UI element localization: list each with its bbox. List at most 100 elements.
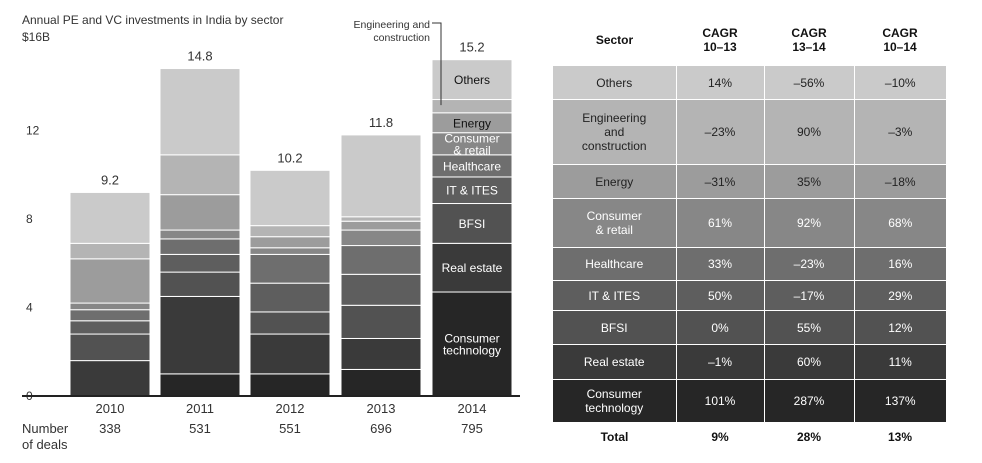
- deals-value-2010: 338: [99, 421, 121, 436]
- table-row: BFSI 0% 55% 12%: [553, 310, 946, 345]
- table-row: Healthcare 33% –23% 16%: [553, 247, 946, 281]
- bar-segment-2011-bfsi: [159, 271, 241, 297]
- cagr-cell: 55%: [764, 310, 855, 345]
- bar-total-2014: 15.2: [459, 40, 484, 55]
- bars: [69, 59, 513, 397]
- bar-segment-2013-consumer-technology: [340, 368, 422, 397]
- sector-cell: BFSI: [553, 310, 677, 345]
- bar-segment-2014-consumer-technology: [431, 291, 513, 397]
- sector-cell: Consumer technology: [553, 379, 677, 423]
- cagr-cell: 11%: [854, 344, 946, 380]
- cagr-cell: –17%: [764, 280, 855, 311]
- segment-label-consumer-and-retail: Consumer & retail: [444, 131, 499, 157]
- y-tick-label: 4: [26, 301, 33, 315]
- bar-segment-2011-consumer-technology: [159, 373, 241, 397]
- bar-total-labels: 9.2 14.8 10.2 11.8 15.2: [101, 40, 485, 188]
- deals-value-2014: 795: [461, 421, 483, 436]
- cagr-cell: 68%: [854, 198, 946, 248]
- bar-segment-2014-real-estate: [431, 242, 513, 293]
- bar-segment-2010-it-and-ites: [69, 320, 151, 335]
- number-of-deals-text: Number of deals: [22, 421, 69, 452]
- total-value-cell: 9%: [676, 422, 764, 450]
- cagr-table: Sector CAGR 10–13 CAGR 13–14 CAGR 10–14 Others…: [553, 14, 946, 450]
- table-total-row: Total 9% 28% 13%: [553, 422, 946, 450]
- bar-segment-2014-others: [431, 59, 513, 101]
- bar-segment-2010-bfsi: [69, 333, 151, 362]
- segment-label-others: Others: [454, 73, 490, 87]
- bar-segment-2014-it-and-ites: [431, 176, 513, 205]
- bar-segment-2013-real-estate: [340, 337, 422, 370]
- segment-label-bfsi: BFSI: [459, 217, 486, 231]
- y-axis-ticks: 04812: [26, 124, 40, 404]
- bar-segment-2010-others: [69, 191, 151, 244]
- segment-label-healthcare: Healthcare: [443, 159, 501, 173]
- bar-segment-2012-real-estate: [249, 333, 331, 375]
- bar-segment-2012-others: [249, 169, 331, 227]
- sector-cell: Others: [553, 66, 677, 100]
- cagr-cell: 12%: [854, 310, 946, 345]
- callout-leader-line: [432, 22, 442, 106]
- segment-label-real-estate: Real estate: [442, 261, 503, 275]
- bar-segment-2013-it-and-ites: [340, 273, 422, 306]
- x-tick-label-2014: 2014: [458, 401, 487, 416]
- bar-segment-2012-it-and-ites: [249, 282, 331, 313]
- cagr-cell: 16%: [854, 247, 946, 281]
- cagr-cell: 137%: [854, 379, 946, 423]
- x-tick-label-2012: 2012: [276, 401, 305, 416]
- bar-total-2012: 10.2: [277, 150, 302, 165]
- bar-total-2011: 14.8: [187, 49, 212, 64]
- total-value-cell: 13%: [854, 422, 946, 450]
- callout-label: Engineering and construction: [354, 19, 431, 44]
- deals-value-2012: 551: [279, 421, 301, 436]
- bar-segment-2012-bfsi: [249, 311, 331, 335]
- bar-segment-2013-consumer-and-retail: [340, 229, 422, 247]
- bar-segment-2011-it-and-ites: [159, 253, 241, 273]
- cagr-cell: –10%: [854, 66, 946, 100]
- table-header-row: Sector CAGR 10–13 CAGR 13–14 CAGR 10–14: [553, 14, 946, 66]
- segment-label-it-and-ites: IT & ITES: [446, 184, 498, 198]
- bar-segment-2012-energy: [249, 236, 331, 249]
- bar-segment-2012-engineering-and-construction: [249, 225, 331, 238]
- bar-segment-2010-real-estate: [69, 360, 151, 397]
- bar-segment-2013-healthcare: [340, 245, 422, 275]
- x-axis-labels: 2010 2011 2012 2013 2014: [96, 401, 487, 416]
- cagr-cell: –23%: [676, 99, 765, 165]
- bar-segment-2010-energy: [69, 258, 151, 304]
- cagr-cell: 61%: [676, 198, 765, 248]
- bar-segment-2011-engineering-and-construction: [159, 154, 241, 196]
- cagr-cell: 14%: [676, 66, 765, 100]
- sector-cell: Healthcare: [553, 247, 677, 281]
- cagr-cell: 92%: [764, 198, 855, 248]
- bar-segment-2011-real-estate: [159, 295, 241, 375]
- cagr-cell: –18%: [854, 164, 946, 199]
- bar-segment-2010-consumer-and-retail: [69, 302, 151, 311]
- table-row: Consumer technology 101% 287% 137%: [553, 379, 946, 423]
- bar-segment-2010-engineering-and-construction: [69, 242, 151, 260]
- bar-segment-2013-bfsi: [340, 304, 422, 339]
- table-header-0: Sector: [595, 33, 634, 47]
- cagr-cell: –1%: [676, 344, 765, 380]
- bar-total-2010: 9.2: [101, 172, 119, 187]
- bar-segment-2014-engineering-and-construction: [431, 99, 513, 114]
- table-row: Real estate –1% 60% 11%: [553, 344, 946, 380]
- deals-value-2013: 696: [370, 421, 392, 436]
- bar-segment-2012-healthcare: [249, 253, 331, 284]
- cagr-cell: –31%: [676, 164, 765, 199]
- cagr-cell: 90%: [764, 99, 855, 165]
- y-tick-label: 8: [26, 212, 33, 226]
- total-value-cell: 28%: [764, 422, 854, 450]
- segment-label-consumer-technology: Consumer technology: [443, 332, 501, 358]
- bar-segment-2011-consumer-and-retail: [159, 229, 241, 240]
- table-row: IT & ITES 50% –17% 29%: [553, 280, 946, 311]
- cagr-cell: 60%: [764, 344, 855, 380]
- bar-segment-2013-engineering-and-construction: [340, 216, 422, 222]
- table-header-2: CAGR 13–14: [791, 26, 827, 54]
- chart-title: Annual PE and VC investments in India by…: [22, 13, 283, 27]
- table-row: Engineering and construction –23% 90% –3%: [553, 99, 946, 165]
- bar-segment-2010-healthcare: [69, 309, 151, 322]
- segment-label-energy: Energy: [453, 116, 491, 130]
- sector-cell: Consumer & retail: [553, 198, 677, 248]
- x-tick-label-2010: 2010: [96, 401, 125, 416]
- engineering-callout: Engineering and construction: [354, 19, 442, 106]
